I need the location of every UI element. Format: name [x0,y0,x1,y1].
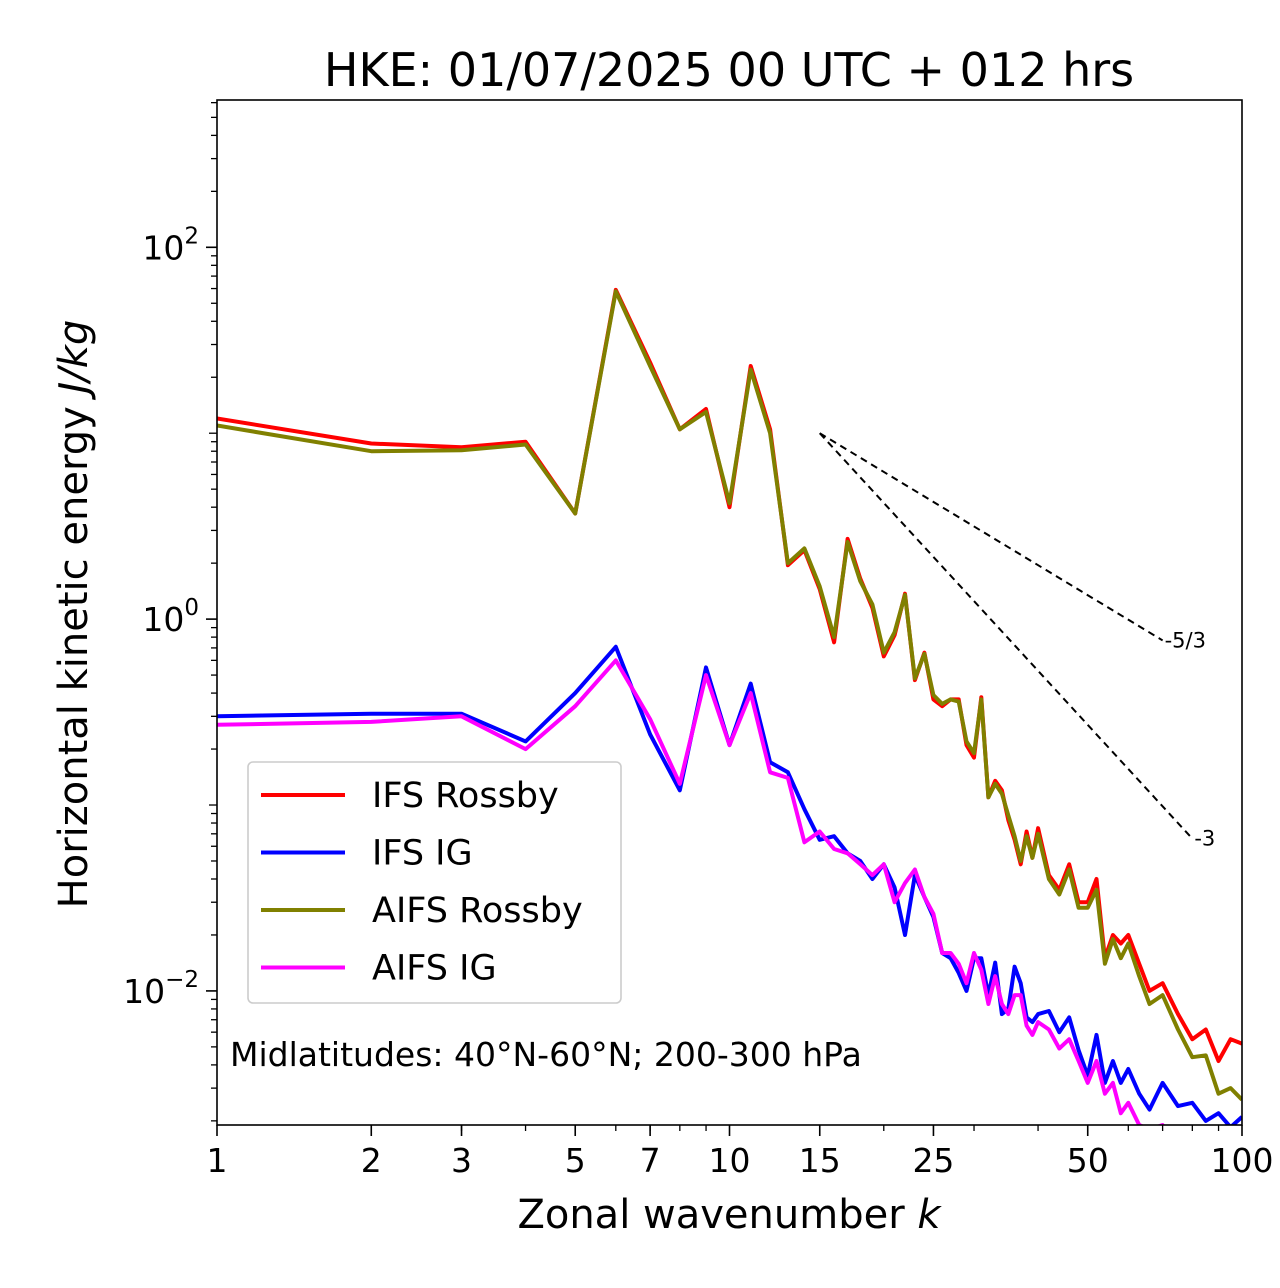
reference-slope-label: -5/3 [1165,628,1206,652]
series-layer [217,287,1242,1125]
x-tick-label: 100 [1211,1141,1274,1180]
x-tick-label: 1 [207,1141,228,1180]
legend-box [247,761,622,1004]
x-tick-label: 3 [451,1141,472,1180]
y-axis: 102 100 10−2 [123,101,217,1122]
x-tick-label: 25 [912,1141,954,1180]
x-axis: 1 2 3 5 7 10 15 25 50 100 [207,1125,1274,1180]
x-axis-label: Zonal wavenumber k [517,1192,942,1238]
legend: IFS Rossby IFS IG AIFS Rossby AIFS IG [247,761,622,1004]
series-line-aifs-rossby [217,289,1242,1102]
legend-label-aifs-ig: AIFS IG [372,949,497,989]
series-line-aifs-ig [217,658,1165,1125]
y-tick-label: 100 [142,595,199,639]
legend-label-ifs-ig: IFS IG [372,834,473,874]
y-tick-label: 10−2 [123,967,199,1011]
x-tick-label: 5 [565,1141,586,1180]
reference-slope-line [819,432,1164,642]
x-tick-label: 15 [799,1141,841,1180]
reference-slope-label: -3 [1194,827,1215,851]
region-annotation: Midlatitudes: 40°N-60°N; 200-300 hPa [230,1035,862,1074]
y-axis-label-text: Horizontal kinetic energy [51,406,97,908]
x-axis-label-var: k [917,1192,942,1238]
x-tick-label: 10 [709,1141,751,1180]
x-axis-label-text: Zonal wavenumber [517,1192,905,1238]
x-tick-label: 50 [1067,1141,1109,1180]
legend-label-ifs-rossby: IFS Rossby [372,776,559,816]
y-tick-label: 102 [142,223,199,267]
x-tick-label: 7 [640,1141,661,1180]
reference-slopes: -5/3 -3 [819,432,1215,851]
y-axis-label: Horizontal kinetic energy J/kg [51,320,97,909]
chart-title: HKE: 01/07/2025 00 UTC + 012 hrs [324,43,1134,97]
y-axis-label-unit: J/kg [51,320,97,401]
reference-slope-line [819,432,1194,840]
legend-label-aifs-rossby: AIFS Rossby [372,891,583,931]
x-tick-label: 2 [361,1141,382,1180]
